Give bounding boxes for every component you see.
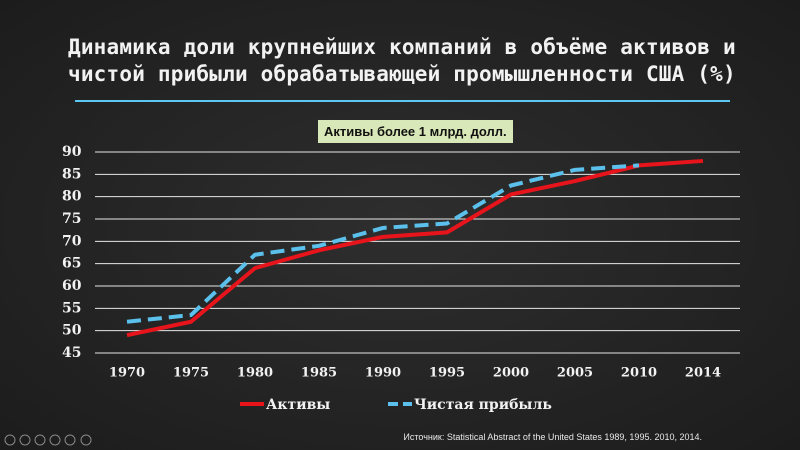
x-tick-label: 2014 [685, 366, 721, 381]
y-tick-label: 70 [62, 233, 82, 249]
x-tick-label: 1990 [365, 366, 401, 381]
chart-subtitle: Активы более 1 млрд. долл. [318, 120, 513, 143]
y-tick-label: 80 [62, 189, 82, 205]
x-tick-label: 1975 [173, 366, 209, 381]
x-tick-label: 1985 [301, 366, 337, 381]
legend-label: Чистая прибыль [414, 397, 552, 413]
y-tick-label: 65 [62, 256, 81, 272]
y-tick-label: 45 [62, 345, 81, 361]
y-tick-label: 90 [62, 144, 82, 160]
nav-icons [4, 434, 92, 446]
source-note: Источник: Statistical Abstract of the Un… [403, 432, 702, 442]
legend-label: Активы [266, 397, 330, 413]
x-tick-label: 2005 [557, 366, 593, 381]
x-tick-label: 2010 [621, 366, 657, 381]
y-tick-label: 50 [62, 323, 82, 339]
chart-title: Динамика доли крупнейших компаний в объё… [68, 35, 736, 86]
y-tick-label: 75 [62, 211, 81, 227]
x-tick-label: 1980 [237, 366, 273, 381]
x-tick-label: 1995 [429, 366, 465, 381]
series-line [126, 163, 640, 324]
y-tick-label: 60 [62, 278, 82, 294]
x-tick-label: 2000 [493, 366, 529, 381]
series-line [126, 158, 704, 338]
y-tick-label: 85 [62, 166, 81, 182]
y-tick-label: 55 [62, 300, 81, 316]
x-tick-label: 1970 [109, 366, 145, 381]
